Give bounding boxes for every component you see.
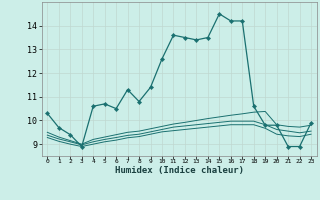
X-axis label: Humidex (Indice chaleur): Humidex (Indice chaleur) xyxy=(115,166,244,175)
